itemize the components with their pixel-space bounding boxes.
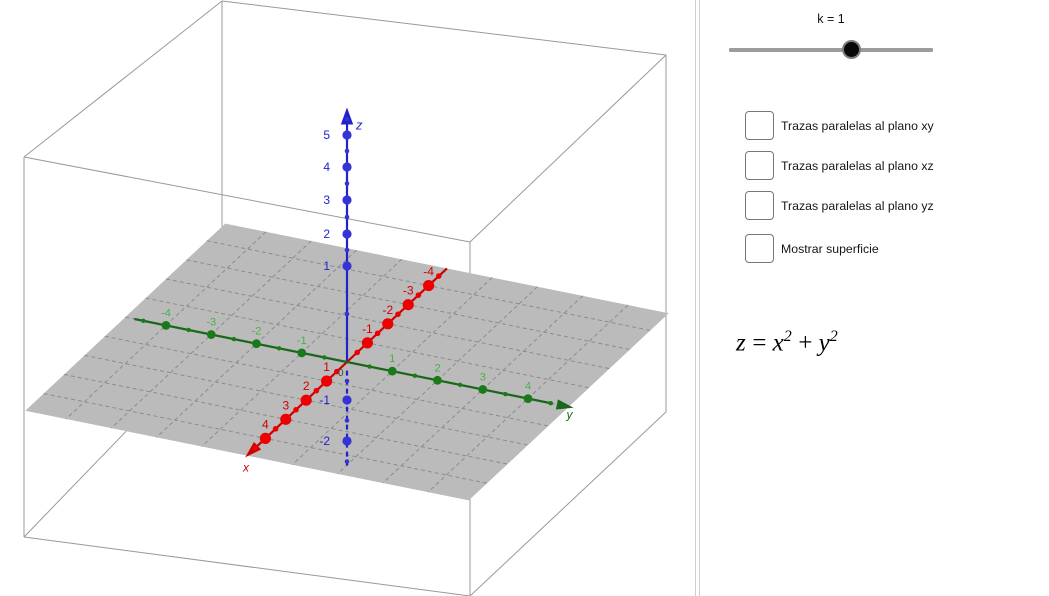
svg-text:3: 3: [282, 398, 289, 412]
svg-text:2: 2: [303, 379, 310, 393]
svg-text:x: x: [242, 461, 250, 475]
svg-text:0: 0: [338, 368, 344, 379]
svg-text:-1: -1: [297, 335, 307, 347]
svg-text:-3: -3: [206, 317, 216, 329]
svg-text:-2: -2: [382, 303, 393, 317]
svg-text:4: 4: [262, 417, 269, 431]
svg-text:1: 1: [323, 360, 330, 374]
svg-text:z: z: [355, 118, 363, 133]
svg-text:1: 1: [323, 259, 330, 273]
svg-text:-2: -2: [252, 326, 262, 338]
svg-text:3: 3: [480, 371, 486, 383]
svg-text:2: 2: [434, 362, 440, 374]
svg-text:1: 1: [389, 353, 395, 365]
svg-text:5: 5: [323, 128, 330, 142]
svg-text:-4: -4: [423, 265, 434, 279]
svg-text:3: 3: [323, 193, 330, 207]
svg-text:-3: -3: [403, 284, 414, 298]
svg-text:-1: -1: [319, 393, 330, 407]
svg-text:4: 4: [525, 381, 531, 393]
svg-text:-1: -1: [362, 322, 373, 336]
svg-text:-4: -4: [161, 307, 171, 319]
svg-text:2: 2: [323, 227, 330, 241]
svg-text:y: y: [565, 407, 573, 421]
svg-text:4: 4: [323, 160, 330, 174]
svg-text:-2: -2: [319, 434, 330, 448]
